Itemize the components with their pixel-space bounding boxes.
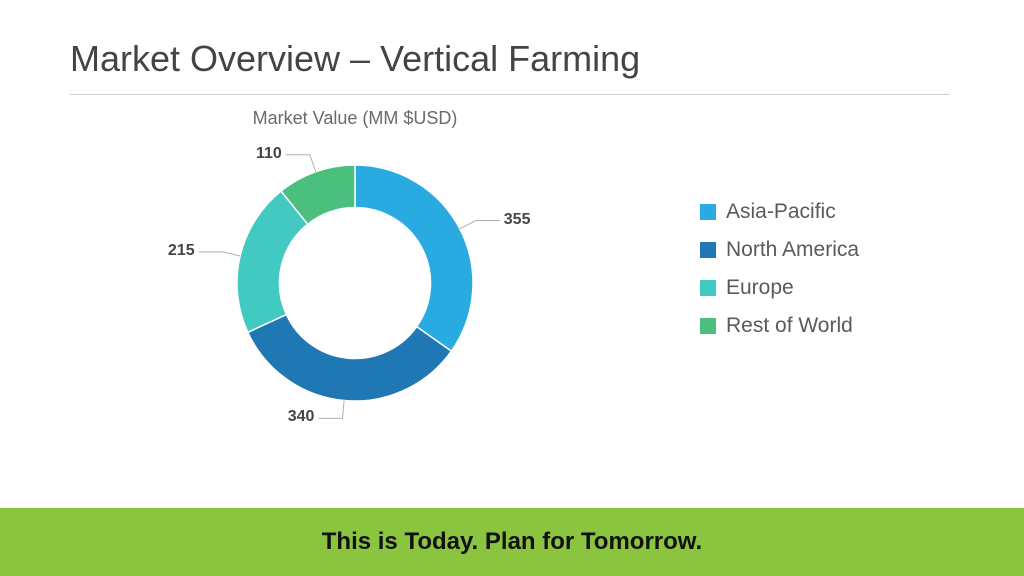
legend-item: Europe [700, 276, 859, 300]
legend-label: Europe [726, 276, 794, 300]
donut-slice [237, 191, 308, 332]
data-label: 110 [256, 145, 282, 163]
legend-item: North America [700, 238, 859, 262]
legend-label: Asia-Pacific [726, 200, 836, 224]
donut-chart: 355 340 215 110 [155, 135, 555, 475]
donut-holder [237, 165, 473, 401]
legend-swatch [700, 280, 716, 296]
donut-slice [355, 165, 473, 351]
data-label: 355 [504, 211, 531, 229]
legend-label: North America [726, 238, 859, 262]
legend-label: Rest of World [726, 314, 853, 338]
legend: Asia-Pacific North America Europe Rest of W… [700, 200, 859, 352]
page-title: Market Overview – Vertical Farming [70, 38, 640, 80]
legend-item: Asia-Pacific [700, 200, 859, 224]
legend-swatch [700, 204, 716, 220]
leader-line [199, 252, 241, 256]
donut-svg [237, 165, 473, 401]
chart-subtitle: Market Value (MM $USD) [230, 108, 480, 129]
footer-text: This is Today. Plan for Tomorrow. [322, 528, 702, 556]
slide: Market Overview – Vertical Farming Marke… [0, 0, 1024, 576]
footer-bar: This is Today. Plan for Tomorrow. [0, 508, 1024, 576]
data-label: 340 [288, 408, 315, 426]
leader-line [318, 400, 344, 418]
legend-swatch [700, 318, 716, 334]
data-label: 215 [168, 242, 195, 260]
title-underline [70, 94, 950, 95]
legend-swatch [700, 242, 716, 258]
legend-item: Rest of World [700, 314, 859, 338]
